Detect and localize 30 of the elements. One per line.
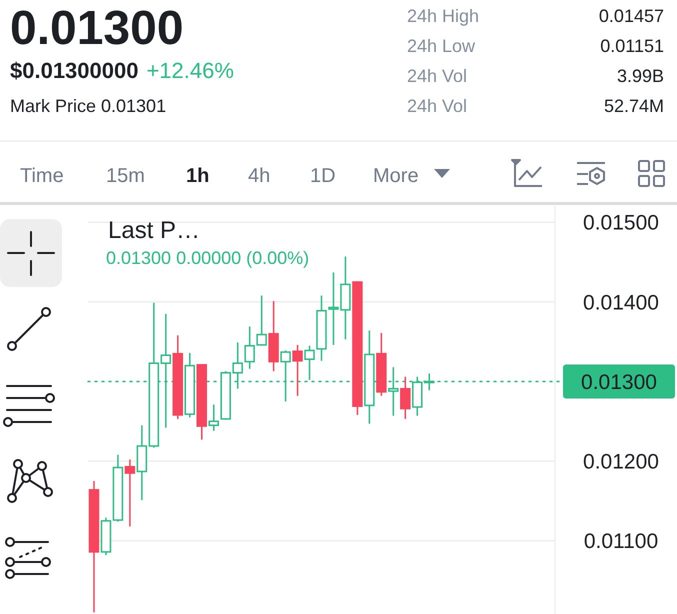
text: More: [373, 165, 419, 187]
text: Mark Price 0.01301: [10, 96, 166, 116]
ref-line-label: 0.01300: [581, 370, 657, 394]
text: 3.99B: [616, 66, 664, 86]
text: 24h High: [407, 6, 480, 26]
text: 0.01151: [600, 36, 664, 56]
candlestick: [124, 458, 136, 528]
text: 4h: [248, 165, 270, 187]
annotation: Last P…: [108, 217, 200, 244]
y-tick-label: 0.01100: [584, 530, 658, 554]
text: 24h Vol: [407, 66, 468, 86]
text: 24h Low: [407, 36, 476, 56]
chart-title: 0.01300: [10, 2, 184, 55]
text: 24h Vol: [407, 96, 468, 116]
annotation: 0.01300 0.00000 (0.00%): [106, 248, 310, 268]
y-tick-label: 0.01500: [583, 212, 659, 235]
text: +12.46%: [146, 58, 234, 83]
text: Time: [20, 165, 64, 187]
y-tick-label: 0.01400: [583, 291, 659, 314]
candlestick: [400, 376, 411, 420]
text: 1D: [310, 165, 336, 187]
text: 1h: [186, 165, 210, 187]
text: 15m: [106, 165, 145, 187]
text: 52.74M: [604, 96, 664, 116]
text: $0.01300000: [10, 58, 138, 83]
candlestick: [304, 344, 315, 381]
y-tick-label: 0.01200: [583, 450, 659, 474]
candlestick: [292, 344, 303, 397]
text: 0.01457: [598, 6, 664, 26]
candlestick: [208, 404, 219, 432]
